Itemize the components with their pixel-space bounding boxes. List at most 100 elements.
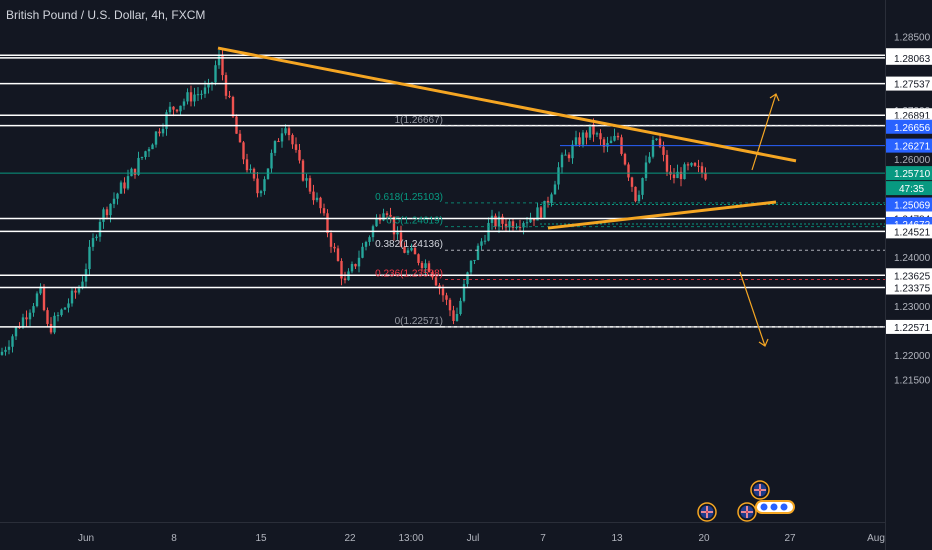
candle: [242, 140, 245, 165]
candle: [214, 60, 217, 86]
candle: [119, 180, 123, 194]
price-tick-label: 1.22000: [894, 351, 931, 362]
candle: [553, 180, 557, 195]
projection-arrow-up[interactable]: [751, 93, 780, 171]
candle: [417, 253, 420, 266]
price-axis[interactable]: 1.285001.270001.260001.240001.230001.220…: [886, 32, 932, 386]
candle: [693, 162, 697, 167]
candle: [644, 155, 648, 182]
candle: [333, 242, 336, 253]
candle: [543, 200, 546, 218]
candle: [18, 322, 21, 329]
candle: [420, 261, 424, 272]
candle: [147, 146, 151, 158]
candle: [462, 279, 466, 303]
candle: [294, 137, 298, 153]
candle: [315, 192, 319, 203]
candle: [7, 340, 11, 355]
candle: [39, 283, 42, 296]
fib-label: 0.5(1.24619): [386, 216, 443, 227]
candle: [662, 141, 665, 162]
svg-text:1.22571: 1.22571: [894, 323, 931, 334]
candle: [347, 268, 350, 281]
candle: [280, 127, 284, 148]
candle: [112, 192, 116, 209]
candle: [389, 207, 392, 224]
candle: [165, 109, 168, 136]
candle: [606, 136, 609, 153]
candle: [697, 159, 700, 173]
candle: [207, 78, 210, 94]
candle: [382, 208, 385, 222]
candle: [301, 158, 305, 182]
time-tick-label: Jun: [78, 533, 94, 544]
candle: [196, 87, 200, 102]
candle: [504, 218, 508, 232]
candle: [49, 317, 53, 335]
event-cluster-icon[interactable]: [755, 500, 795, 514]
price-tick-label: 1.26000: [894, 155, 931, 166]
uk-flag-icon[interactable]: [737, 502, 757, 522]
time-tick-label: 13:00: [398, 533, 423, 544]
candle: [410, 243, 413, 252]
candle: [172, 106, 175, 117]
candle: [189, 85, 193, 107]
candle: [88, 240, 91, 276]
projection-arrow-down[interactable]: [739, 271, 769, 347]
candle: [32, 303, 35, 317]
candle: [67, 298, 70, 313]
candle: [546, 196, 550, 208]
candle: [511, 217, 515, 231]
candle: [515, 223, 518, 230]
candle: [368, 235, 371, 246]
fib-label: 1(1.26667): [395, 115, 443, 126]
svg-text:1.24521: 1.24521: [894, 227, 931, 238]
candle: [550, 192, 553, 207]
candle: [256, 171, 259, 198]
lower-trend-line[interactable]: [547, 200, 777, 230]
uk-flag-icon[interactable]: [697, 502, 717, 522]
time-tick-label: 7: [540, 533, 546, 544]
candle: [536, 202, 539, 221]
candle: [291, 133, 294, 149]
candle: [263, 176, 266, 195]
candle: [14, 326, 18, 340]
candle: [144, 150, 147, 160]
candle: [329, 230, 333, 253]
candle: [273, 140, 277, 156]
candle: [35, 291, 39, 308]
candle: [308, 175, 312, 194]
candle: [42, 284, 46, 312]
candle: [158, 128, 161, 137]
candle: [567, 152, 571, 162]
candle: [60, 308, 63, 317]
candle: [641, 177, 644, 200]
svg-text:1.25710: 1.25710: [894, 169, 931, 180]
candle: [665, 150, 669, 176]
price-badge: 1.26271: [886, 138, 932, 153]
price-badge: 1.28063: [886, 50, 932, 65]
candle: [581, 129, 585, 148]
candle: [396, 226, 399, 240]
candle: [630, 176, 634, 192]
uk-flag-icon[interactable]: [750, 480, 770, 500]
candle: [578, 132, 581, 147]
trend-lines[interactable]: [217, 46, 797, 347]
candle: [518, 219, 522, 233]
candle: [336, 245, 340, 262]
price-badge: 1.24521: [886, 224, 932, 239]
candle: [186, 88, 189, 105]
time-axis[interactable]: Jun 8 15 22 13:00 Jul 7 13 20 27 Aug: [78, 533, 885, 544]
candle: [406, 247, 410, 256]
upper-trend-line[interactable]: [217, 46, 797, 163]
fib-retracement[interactable]: 1(1.26667) 0.618(1.25103) 0.5(1.24619) 0.38…: [375, 115, 885, 328]
svg-text:1.26656: 1.26656: [894, 123, 931, 134]
svg-text:1.26271: 1.26271: [894, 142, 931, 153]
candle: [249, 164, 252, 174]
economic-events[interactable]: [697, 480, 795, 522]
candle: [564, 149, 567, 156]
candle: [676, 164, 679, 179]
time-tick-label: Aug: [867, 533, 885, 544]
candle: [683, 162, 686, 180]
